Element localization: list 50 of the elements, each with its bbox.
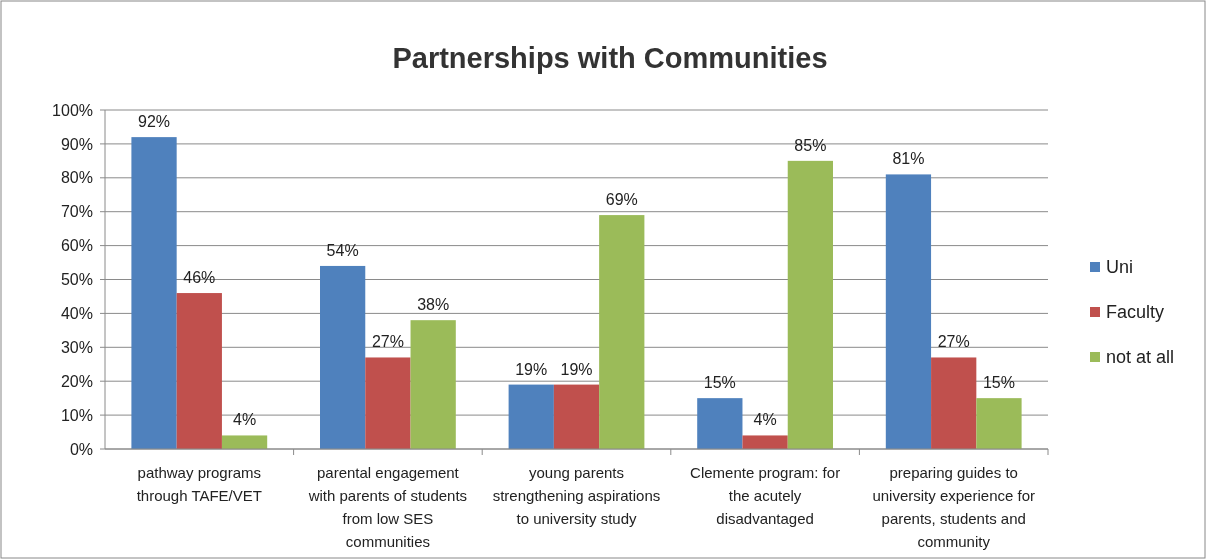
bar	[742, 435, 788, 449]
data-label: 4%	[233, 411, 257, 429]
bar	[221, 435, 268, 449]
chart-title: Partnerships with Communities	[392, 42, 828, 74]
data-label: 27%	[371, 333, 404, 351]
y-tick-label: 50%	[60, 271, 93, 289]
legend-label: Uni	[1106, 257, 1134, 278]
data-label: 15%	[982, 374, 1015, 392]
x-tick-label: young parents strengthening aspirations to university study	[492, 464, 661, 527]
legend-label: Faculty	[1106, 302, 1165, 323]
y-tick-label: 0%	[69, 440, 93, 458]
y-tick-label: 60%	[60, 237, 93, 255]
bar	[320, 265, 366, 449]
y-tick-label: 10%	[60, 406, 93, 424]
y-tick-label: 90%	[60, 135, 93, 153]
legend-label: not at all	[1106, 347, 1175, 368]
x-tick-label: Clemente program: for the acutely disadvantaged	[690, 464, 841, 527]
y-tick-label: 70%	[60, 203, 93, 221]
bar	[553, 384, 600, 449]
bar	[885, 174, 932, 449]
x-tick-label: preparing guides to university experience for parents, students and community	[872, 464, 1035, 550]
data-label: 54%	[326, 241, 359, 259]
data-label: 15%	[703, 374, 736, 392]
data-label: 19%	[560, 360, 593, 378]
data-label: 19%	[515, 360, 548, 378]
y-tick-label: 80%	[60, 169, 93, 187]
bar	[508, 384, 554, 449]
x-tick-label: pathway programs through TAFE/VET	[136, 464, 262, 504]
y-tick-label: 30%	[60, 338, 93, 356]
data-label: 46%	[183, 269, 216, 287]
x-tick-label: parental engagement with parents of students from low SES communities	[307, 464, 468, 550]
bar	[976, 398, 1022, 449]
bar	[131, 137, 177, 449]
y-tick-label: 20%	[60, 372, 93, 390]
bar	[599, 215, 645, 449]
data-label: 27%	[937, 333, 970, 351]
bar	[787, 160, 833, 449]
data-label: 4%	[753, 411, 777, 429]
y-tick-label: 100%	[52, 101, 93, 119]
bar	[176, 293, 222, 449]
bar	[410, 320, 456, 449]
data-label: 38%	[417, 296, 450, 314]
data-label: 69%	[605, 191, 638, 209]
y-tick-label: 40%	[60, 305, 93, 322]
data-label: 92%	[138, 113, 171, 131]
data-label: 85%	[794, 136, 827, 154]
bar	[365, 357, 411, 449]
bar	[697, 398, 743, 449]
data-label: 81%	[892, 150, 925, 168]
bar	[931, 357, 977, 449]
